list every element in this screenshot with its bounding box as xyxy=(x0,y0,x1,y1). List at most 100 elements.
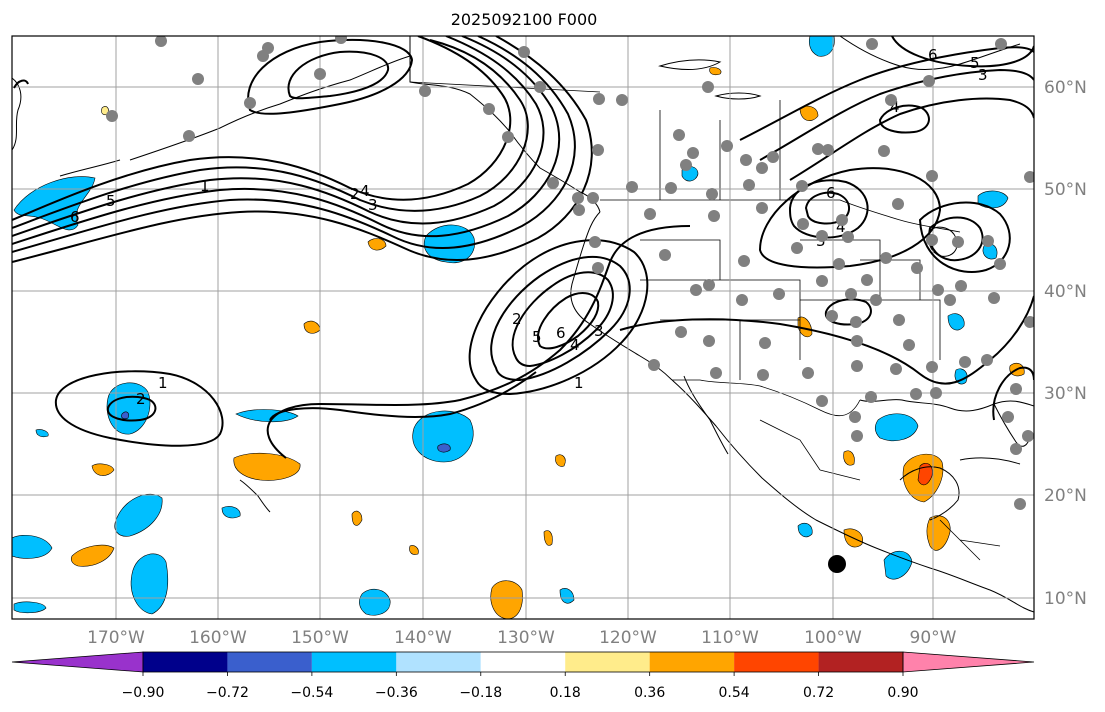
contour-line xyxy=(918,201,1011,273)
station-marker xyxy=(740,154,752,166)
colorbar-segment xyxy=(818,652,903,672)
station-marker xyxy=(335,36,347,44)
station-marker xyxy=(589,236,601,248)
station-marker xyxy=(743,179,755,191)
station-marker xyxy=(850,316,862,328)
station-marker xyxy=(244,97,256,109)
contour-line xyxy=(468,239,649,396)
contour-line xyxy=(511,271,614,368)
station-marker xyxy=(845,288,857,300)
colorbar-segment xyxy=(311,652,397,672)
station-marker xyxy=(865,391,877,403)
station-marker xyxy=(893,314,905,326)
hudson-coast xyxy=(839,36,1021,71)
station-marker xyxy=(988,292,1000,304)
station-marker xyxy=(703,279,715,291)
station-marker xyxy=(1010,443,1022,455)
station-marker xyxy=(910,388,922,400)
contour-line xyxy=(992,366,1034,421)
cyan-patch xyxy=(35,429,49,438)
cyan-patch xyxy=(13,601,47,614)
contour-line xyxy=(266,225,691,459)
contour-line xyxy=(878,104,930,134)
us-canada-border xyxy=(600,199,961,233)
colorbar-extend-low xyxy=(11,651,144,673)
cyan-patch xyxy=(221,506,241,519)
latitude-label: 30°N xyxy=(1044,384,1087,404)
station-marker xyxy=(870,294,882,306)
contour-line xyxy=(490,255,631,382)
arctic-island xyxy=(658,59,722,70)
cyan-patch xyxy=(412,410,474,463)
station-marker xyxy=(710,367,722,379)
station-marker xyxy=(796,180,808,192)
station-marker xyxy=(706,188,718,200)
station-marker xyxy=(708,210,720,222)
station-marker xyxy=(759,337,771,349)
station-marker xyxy=(534,81,546,93)
station-marker xyxy=(1014,498,1026,510)
longitude-label: 140°W xyxy=(394,628,452,648)
station-marker xyxy=(994,258,1006,270)
contour-label: 2 xyxy=(512,310,522,328)
cyan-patch xyxy=(947,313,965,331)
contour-label: 5 xyxy=(532,328,542,346)
station-marker xyxy=(644,208,656,220)
station-marker xyxy=(738,255,750,267)
orange-patch xyxy=(543,530,553,546)
station-marker xyxy=(1022,430,1034,442)
station-marker xyxy=(911,262,923,274)
blue-core xyxy=(437,443,451,453)
contour-label: 2 xyxy=(350,185,360,203)
siberia-coast xyxy=(12,77,22,151)
station-marker xyxy=(878,145,890,157)
contour-line xyxy=(804,191,850,225)
contour-label: 6 xyxy=(556,324,566,342)
station-marker xyxy=(419,85,431,97)
orange-patch xyxy=(233,452,301,481)
aleutian-islands xyxy=(59,159,121,177)
longitude-label: 100°W xyxy=(804,628,862,648)
cyan-patch xyxy=(424,224,475,264)
cyan-patch xyxy=(808,36,835,57)
cyan-patch xyxy=(559,588,575,604)
station-marker xyxy=(995,38,1007,50)
latitude-labels: 60°N 50°N 40°N 30°N 20°N 10°N xyxy=(1044,78,1087,609)
station-marker xyxy=(518,46,530,58)
contour-label: 3 xyxy=(594,322,604,340)
station-marker xyxy=(851,335,863,347)
orange-patch xyxy=(351,510,363,526)
colorbar-segment xyxy=(480,652,566,672)
station-marker xyxy=(816,395,828,407)
cyan-patch xyxy=(130,553,169,615)
contour-line xyxy=(12,39,529,229)
station-marker xyxy=(721,140,733,152)
contour-label: 6 xyxy=(826,184,836,202)
contour-label: 5 xyxy=(106,192,116,210)
station-marker xyxy=(592,144,604,156)
station-marker xyxy=(703,335,715,347)
station-marker xyxy=(773,288,785,300)
station-marker xyxy=(903,339,915,351)
station-marker xyxy=(616,94,628,106)
contour-line xyxy=(788,179,869,239)
colorbar-segment xyxy=(734,652,819,672)
florida-coast xyxy=(993,403,1031,447)
contour-line xyxy=(824,298,872,326)
station-marker xyxy=(926,170,938,182)
colorbar-tick-label: 0.90 xyxy=(887,685,918,701)
station-marker xyxy=(822,144,834,156)
contour-line xyxy=(54,370,224,447)
station-marker xyxy=(183,130,195,142)
central-america-border xyxy=(939,519,1001,561)
contour-line xyxy=(269,371,537,421)
contour-line xyxy=(106,395,157,422)
colorbar-tick-label: 0.36 xyxy=(634,685,665,701)
longitude-label: 120°W xyxy=(599,628,657,648)
orange-patch xyxy=(555,454,566,467)
colorbar-tick-label: −0.90 xyxy=(122,685,165,701)
contour-line xyxy=(759,68,1034,161)
station-marker xyxy=(816,275,828,287)
station-marker xyxy=(802,367,814,379)
station-marker xyxy=(680,159,692,171)
